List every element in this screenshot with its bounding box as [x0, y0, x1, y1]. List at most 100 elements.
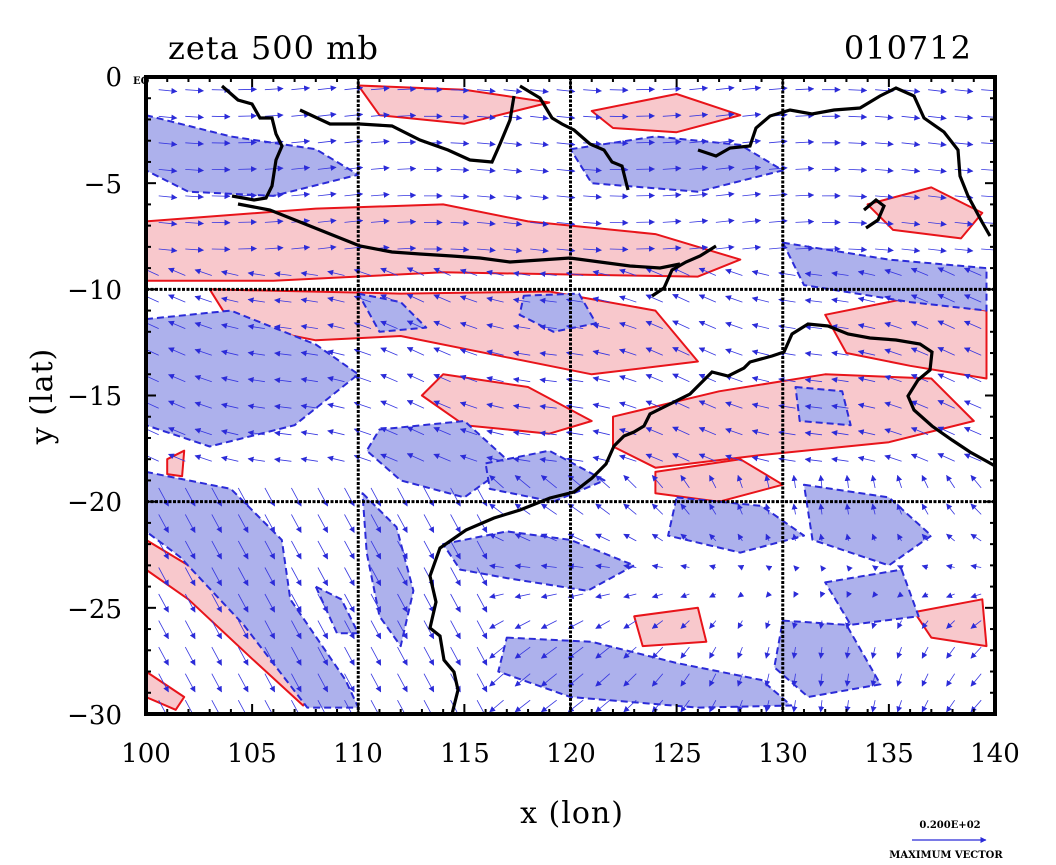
wind-vector [884, 401, 902, 409]
wind-vector [928, 167, 947, 174]
wind-vector [539, 350, 557, 357]
wind-vector [623, 475, 637, 489]
wind-vector [901, 220, 921, 227]
wind-vector [737, 565, 745, 571]
wind-vector [211, 567, 222, 587]
wind-vector [946, 503, 956, 515]
wind-vector [764, 646, 771, 659]
wind-vector [680, 592, 690, 599]
wind-vector [715, 111, 735, 118]
wind-vector [848, 166, 868, 173]
wind-vector [946, 673, 956, 687]
wind-vector [477, 140, 496, 147]
wind-vector [512, 456, 531, 463]
wind-vector [477, 114, 496, 121]
wind-vector [406, 267, 425, 276]
wind-vector [680, 673, 690, 687]
y-tick-label: −5 [84, 170, 122, 200]
wind-vector [857, 376, 876, 383]
wind-vector [247, 376, 265, 383]
wind-vector [818, 503, 825, 515]
wind-vector [194, 454, 212, 462]
wind-vector [503, 194, 523, 201]
wind-vector [725, 427, 743, 436]
chart-date-label: 010712 [844, 29, 972, 67]
lat-lon-grid [146, 77, 995, 714]
wind-vector [168, 427, 186, 436]
wind-vector [264, 85, 284, 92]
wind-vector [433, 267, 451, 276]
wind-vector [981, 246, 995, 253]
wind-vector [512, 430, 531, 436]
wind-vector [344, 700, 355, 714]
wind-vector [146, 400, 159, 409]
wind-vector [317, 646, 329, 666]
wind-vector [264, 646, 276, 666]
wind-vector [709, 700, 717, 713]
wind-vector [619, 401, 637, 409]
wind-vector [592, 322, 610, 329]
wind-vector [645, 320, 663, 329]
x-tick-label: 115 [440, 739, 490, 769]
wind-vector [264, 567, 276, 587]
wind-vector [921, 474, 929, 489]
wind-vector [651, 699, 664, 713]
wind-vector [380, 453, 398, 462]
wind-vector [896, 474, 903, 489]
wind-vector [795, 165, 815, 172]
wind-vector [397, 245, 417, 252]
wind-vector [921, 592, 929, 598]
wind-vector [264, 593, 276, 613]
wind-vector [503, 141, 523, 148]
wind-vector [884, 374, 902, 383]
y-tick-label: 0 [105, 63, 122, 93]
wind-vector [844, 474, 851, 488]
wind-vector [486, 375, 504, 383]
wind-vector [221, 376, 239, 383]
wind-vector [963, 426, 982, 436]
wind-vector [530, 167, 549, 174]
wind-vector [910, 427, 929, 436]
wind-vector [651, 673, 664, 687]
x-tick-label: 120 [546, 739, 596, 769]
wind-vector [901, 167, 921, 174]
wind-vector [819, 591, 826, 598]
wind-vector [645, 373, 663, 383]
wind-vector [896, 700, 903, 713]
coastline-sulawesi [519, 84, 630, 191]
wind-vector [820, 565, 827, 572]
wind-vector [530, 88, 549, 95]
wind-vector [433, 347, 451, 356]
wind-vector [737, 620, 744, 629]
wind-vector [397, 192, 417, 199]
wind-vector [450, 246, 470, 253]
wind-vector [928, 114, 947, 121]
wind-vector [221, 455, 239, 462]
wind-vector [970, 475, 982, 489]
wind-vector [742, 218, 762, 224]
wind-vector [238, 245, 257, 252]
wind-vector [184, 514, 196, 534]
wind-vector [300, 430, 318, 436]
wind-vector [477, 87, 496, 94]
wind-vector [970, 620, 982, 629]
wind-vector [476, 540, 488, 560]
wind-vector [406, 293, 425, 303]
wind-vector [715, 85, 735, 92]
wind-vector [845, 533, 852, 541]
wind-vector [737, 646, 743, 659]
wind-vector [910, 453, 929, 462]
wind-vector [963, 453, 982, 462]
wind-vector [963, 320, 982, 329]
wind-vector [146, 373, 159, 383]
wind-vector [715, 138, 735, 145]
wind-vector [725, 268, 743, 276]
wind-vector [344, 567, 355, 587]
wind-vector [168, 373, 186, 383]
wind-vector [662, 245, 682, 252]
wind-vector [901, 247, 921, 254]
wind-vector [981, 220, 995, 227]
wind-vector [423, 593, 435, 613]
wind-vector [848, 219, 868, 226]
wind-vector [818, 533, 825, 541]
